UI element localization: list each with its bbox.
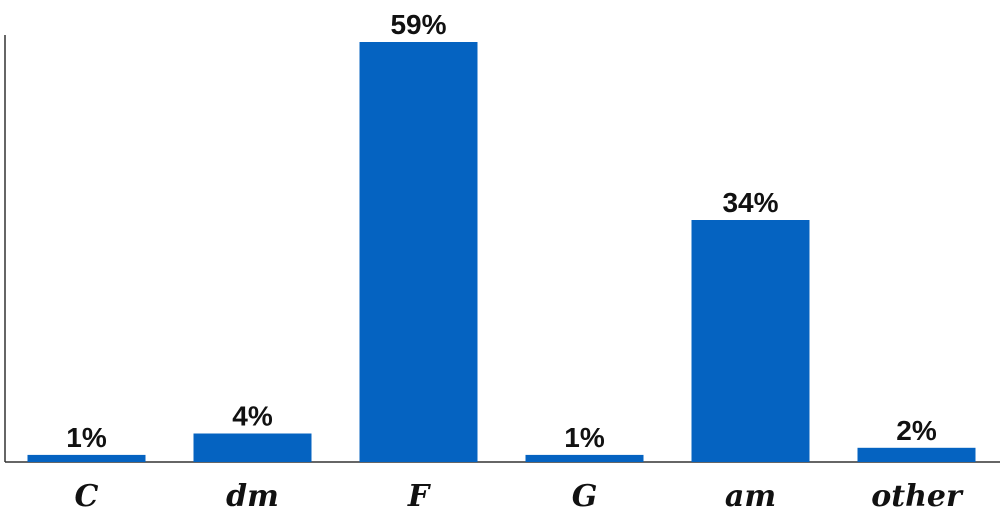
data-label-G: 1% (564, 422, 605, 453)
x-tick-label-C: C (75, 479, 99, 514)
x-tick-label-other: other (871, 479, 964, 514)
data-label-dm: 4% (232, 401, 273, 432)
bar-C (27, 454, 146, 462)
data-label-F: 59% (390, 9, 446, 40)
data-label-am: 34% (722, 187, 778, 218)
bar-F (359, 42, 478, 462)
bar-other (857, 447, 976, 462)
bar-dm (193, 433, 312, 462)
bar-G (525, 454, 644, 462)
x-tick-label-G: G (572, 479, 598, 514)
x-tick-label-dm: dm (226, 479, 279, 514)
data-label-C: 1% (66, 422, 107, 453)
x-tick-label-F: F (407, 479, 432, 514)
bars-group (27, 42, 976, 462)
data-label-other: 2% (896, 415, 937, 446)
labels-group: 1% C 4% dm 59% F 1% G 34% am 2% other (66, 9, 964, 514)
bar-am (691, 220, 810, 462)
x-tick-label-am: am (725, 479, 776, 514)
